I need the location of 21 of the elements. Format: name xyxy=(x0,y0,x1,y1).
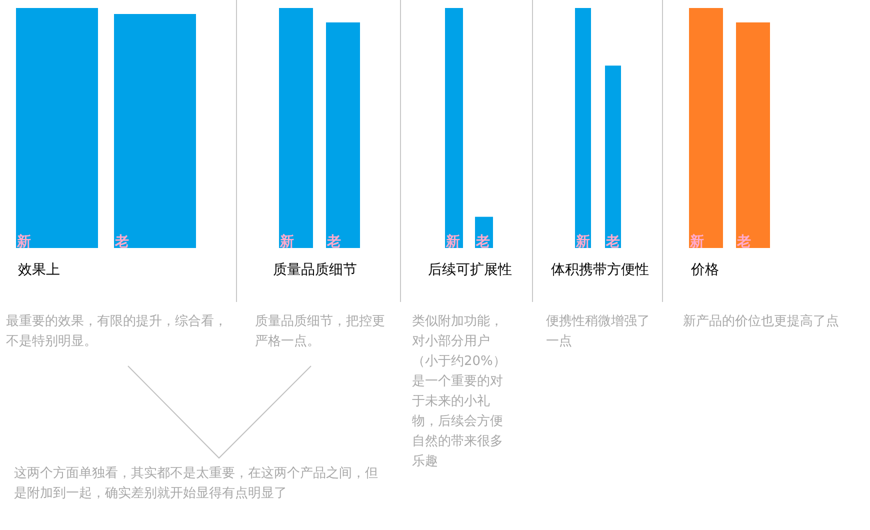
x-tick-label: 体积携带方便性 xyxy=(551,261,649,279)
text: 质量品质细节，把控更严格一点。 xyxy=(255,313,386,351)
x-tick-label: 效果上 xyxy=(18,261,60,279)
series-label: 新 xyxy=(16,233,31,250)
x-tick-label: 质量品质细节 xyxy=(273,261,357,279)
series-label: 老 xyxy=(114,234,129,250)
text: 老 xyxy=(606,234,620,250)
text: 老 xyxy=(327,234,341,250)
text: 新 xyxy=(576,234,590,250)
text: 新 xyxy=(690,234,704,250)
text: 新 xyxy=(280,234,294,250)
text: 新 xyxy=(446,234,460,250)
text: 类似附加功能，对小部分用户（小于约20%）是一个重要的对于未来的小礼物，后续会方便自然的带来很多乐趣 xyxy=(412,313,507,471)
x-tick-label: 后续可扩展性 xyxy=(428,261,512,279)
text: 新产品的价位也更提高了点 xyxy=(683,313,840,331)
text: 最重要的效果，有限的提升，综合看，不是特别明显。 xyxy=(6,313,228,351)
text: 这两个方面单独看，其实都不是太重要，在这两个产品之间，但是附加到一起，确实差别就开始显得有点明显了 xyxy=(14,465,379,503)
text: 老 xyxy=(476,234,490,250)
text: 便携性稍微增强了一点 xyxy=(546,313,651,351)
x-tick-label: 价格 xyxy=(691,261,719,279)
text: 老 xyxy=(737,234,751,250)
